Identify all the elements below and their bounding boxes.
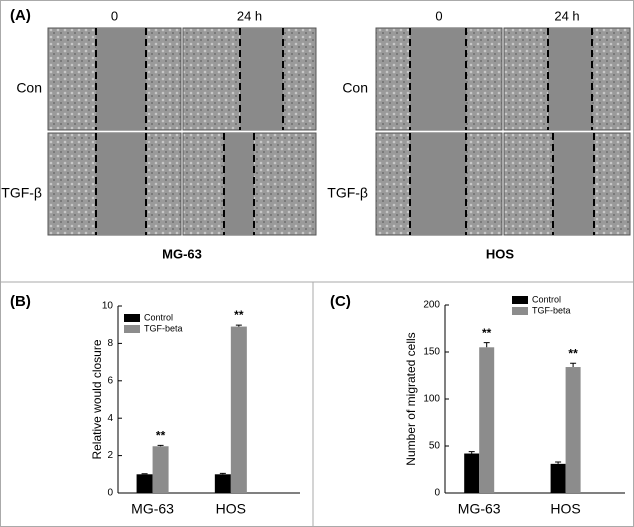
legend-swatch <box>124 314 140 322</box>
panel-label: (C) <box>330 293 351 310</box>
column-header: 0 <box>111 8 118 23</box>
y-tick-label: 0 <box>434 488 440 499</box>
bar <box>550 463 566 493</box>
significance: ** <box>482 326 492 340</box>
wound-gap <box>96 133 146 235</box>
bar <box>214 474 231 493</box>
significance: ** <box>568 346 578 360</box>
y-axis-label: Relative would closure <box>90 339 104 459</box>
x-tick-label: MG-63 <box>458 501 501 517</box>
legend-label: Control <box>532 294 561 304</box>
bar <box>464 453 480 493</box>
column-header: 24 h <box>237 8 262 23</box>
error-bar <box>468 451 475 454</box>
group-caption: MG-63 <box>162 246 202 261</box>
wound-gap <box>410 133 466 235</box>
wound-gap <box>548 28 592 130</box>
row-label: Con <box>16 80 42 96</box>
legend-swatch <box>512 307 528 315</box>
y-tick-label: 4 <box>107 413 113 424</box>
y-tick-label: 10 <box>102 301 114 312</box>
error-bar <box>570 362 577 368</box>
row-label: Con <box>342 80 368 96</box>
legend-swatch <box>124 325 140 333</box>
error-bar <box>555 461 562 464</box>
y-tick-label: 6 <box>107 375 113 386</box>
significance: ** <box>234 308 244 322</box>
error-bar <box>219 472 226 475</box>
bar <box>230 326 247 493</box>
error-bar <box>483 342 490 348</box>
panel-label: (A) <box>10 7 31 24</box>
legend-label: Control <box>144 312 173 322</box>
error-bar <box>141 473 148 475</box>
error-bar <box>235 324 242 327</box>
bar <box>565 367 581 493</box>
column-header: 24 h <box>554 8 579 23</box>
x-tick-label: HOS <box>216 501 246 517</box>
error-bar <box>157 444 164 447</box>
row-label: TGF-β <box>1 185 42 201</box>
bar <box>136 474 153 493</box>
y-tick-label: 2 <box>107 450 113 461</box>
significance: ** <box>156 428 166 442</box>
x-tick-label: HOS <box>550 501 580 517</box>
row-label: TGF-β <box>327 185 368 201</box>
column-header: 0 <box>435 8 442 23</box>
y-tick-label: 0 <box>107 488 113 499</box>
bar <box>152 446 169 493</box>
wound-gap <box>224 133 254 235</box>
legend-swatch <box>512 296 528 304</box>
wound-gap <box>553 133 594 235</box>
wound-gap <box>96 28 146 130</box>
bar <box>479 347 495 493</box>
legend-label: TGF-beta <box>144 323 183 333</box>
legend-label: TGF-beta <box>532 305 571 315</box>
y-axis-label: Number of migrated cells <box>404 332 418 465</box>
y-tick-label: 100 <box>423 394 440 405</box>
wound-gap <box>410 28 466 130</box>
group-caption: HOS <box>486 246 515 261</box>
y-tick-label: 150 <box>423 347 440 358</box>
y-tick-label: 200 <box>423 300 440 311</box>
wound-gap <box>240 28 283 130</box>
x-tick-label: MG-63 <box>131 501 174 517</box>
y-tick-label: 8 <box>107 338 113 349</box>
panel-label: (B) <box>10 293 31 310</box>
y-tick-label: 50 <box>429 441 441 452</box>
